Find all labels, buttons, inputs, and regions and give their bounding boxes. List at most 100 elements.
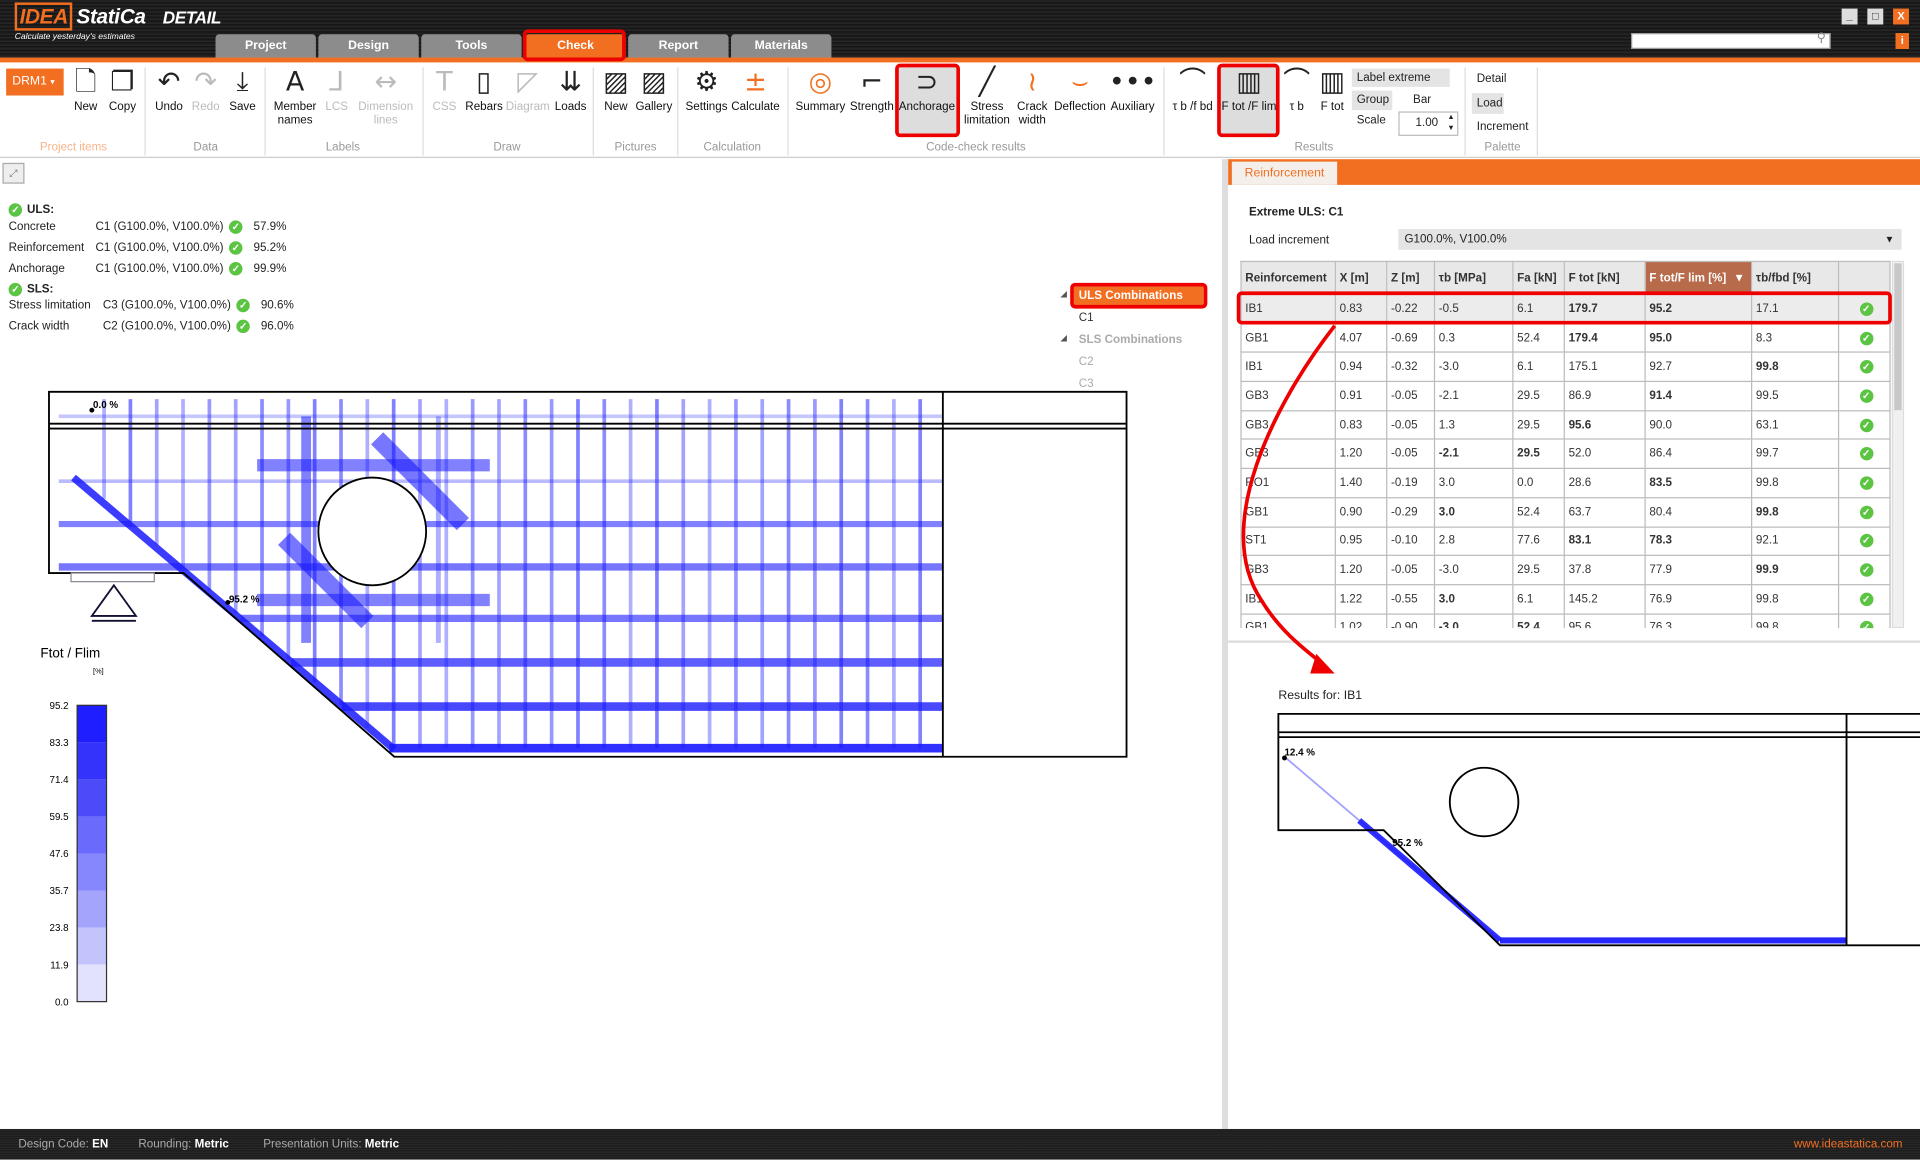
column-header[interactable]: Z [m] <box>1386 260 1436 296</box>
maximize-button[interactable]: □ <box>1867 8 1884 25</box>
group-label: Results <box>1294 140 1334 155</box>
deflection-button[interactable]: ⌣ Deflection <box>1051 66 1110 137</box>
table-scrollbar[interactable] <box>1891 260 1905 629</box>
copy-button[interactable]: ❐ Copy <box>108 66 137 137</box>
panel-divider[interactable] <box>1228 640 1920 643</box>
pane-splitter[interactable] <box>1222 159 1229 1129</box>
load-increment-select[interactable]: G100.0%, V100.0% ▼ <box>1398 228 1902 250</box>
calculate-button[interactable]: ± Calculate <box>731 66 780 137</box>
table-cell: 1.02 <box>1334 612 1388 629</box>
column-header[interactable]: Reinforcement <box>1240 260 1336 296</box>
close-button[interactable]: X <box>1893 8 1909 25</box>
gear-icon: ⚙ <box>694 67 719 98</box>
tab-design[interactable]: Design <box>318 34 419 58</box>
crack-width-button[interactable]: ≀ Crack width <box>1014 66 1051 137</box>
website-link[interactable]: www.ideastatica.com <box>1793 1137 1903 1152</box>
palette-load[interactable]: Load <box>1471 93 1504 114</box>
palette-increment[interactable]: Increment <box>1476 120 1529 134</box>
button-label: Stress limitation <box>963 100 1010 128</box>
column-header[interactable]: τb [MPa] <box>1433 260 1514 296</box>
column-header[interactable]: F tot [kN] <box>1563 260 1646 296</box>
table-row[interactable]: IB1 0.94 -0.32 -3.0 6.1 175.1 92.7 99.8 ✓ <box>1240 351 1891 383</box>
settings-button[interactable]: ⚙ Settings <box>684 66 728 137</box>
anchorage-button[interactable]: ⊃ Anchorage <box>897 66 957 138</box>
column-header[interactable] <box>1837 260 1891 296</box>
member-names-button[interactable]: A Member names <box>272 66 319 137</box>
new-button[interactable]: 🗋 New <box>71 66 100 137</box>
palette-detail[interactable]: Detail <box>1476 72 1507 86</box>
ftot-flim-button[interactable]: ▥ F tot /F lim <box>1220 66 1278 138</box>
table-cell: 29.5 <box>1512 409 1565 441</box>
table-row[interactable]: GB1 4.07 -0.69 0.3 52.4 179.4 95.0 8.3 ✓ <box>1240 322 1891 354</box>
column-header[interactable]: X [m] <box>1334 260 1388 296</box>
auxiliary-button[interactable]: ••• Auxiliary <box>1108 66 1157 137</box>
table-cell: -0.69 <box>1386 322 1436 354</box>
sort-desc-icon[interactable]: ▼ <box>1733 271 1745 285</box>
table-row[interactable]: IB1 0.83 -0.22 -0.5 6.1 179.7 95.2 17.1 ✓ <box>1240 293 1891 325</box>
summary-check-name: Stress limitation <box>8 298 91 313</box>
sls-combinations[interactable]: SLS Combinations <box>1078 333 1183 347</box>
column-header[interactable]: Fa [kN] <box>1512 260 1565 296</box>
table-row[interactable]: GB1 1.02 -0.90 -3.0 52.4 95.6 76.3 99.8 ✓ <box>1240 612 1891 629</box>
table-row[interactable]: IB1 1.22 -0.55 3.0 6.1 145.2 76.9 99.8 ✓ <box>1240 583 1891 615</box>
redo-button[interactable]: ↷ Redo <box>190 66 222 137</box>
summary-button[interactable]: ◎ Summary <box>792 66 848 137</box>
column-header[interactable]: F tot/F lim [%] ▼ <box>1644 260 1753 296</box>
diagram-button[interactable]: ◸ Diagram <box>506 66 550 137</box>
spinner-arrows-icon[interactable]: ▲ ▼ <box>1447 113 1455 133</box>
tab-project[interactable]: Project <box>215 34 316 58</box>
table-row[interactable]: GB3 1.20 -0.05 -3.0 29.5 37.8 77.9 99.9 ✓ <box>1240 554 1891 586</box>
strength-button[interactable]: ⌐ Strength <box>849 66 896 137</box>
table-row[interactable]: ST1 0.95 -0.10 2.8 77.6 83.1 78.3 92.1 ✓ <box>1240 525 1891 557</box>
fit-view-icon[interactable]: ⤢ <box>2 162 25 184</box>
gallery-button[interactable]: ▨ Gallery <box>633 66 675 137</box>
new-picture-icon: ▨ <box>603 67 629 98</box>
scale-spinner[interactable]: 1.00 ▲ ▼ <box>1398 111 1459 136</box>
loads-button[interactable]: ⇊ Loads <box>552 66 589 137</box>
table-row[interactable]: GB3 1.20 -0.05 -2.1 29.5 52.0 86.4 99.7 ✓ <box>1240 438 1891 470</box>
tab-materials[interactable]: Materials <box>731 34 832 58</box>
table-cell: 0.94 <box>1334 351 1388 383</box>
tab-report[interactable]: Report <box>628 34 729 58</box>
scrollbar-thumb[interactable] <box>1894 263 1902 411</box>
combination-c2[interactable]: C2 <box>1078 355 1094 369</box>
column-header[interactable]: τb/fbd [%] <box>1751 260 1840 296</box>
check-ok-icon: ✓ <box>228 220 243 234</box>
tb-button[interactable]: ⌒ τ b <box>1281 66 1313 137</box>
group-toggle[interactable]: Group <box>1351 90 1393 111</box>
table-row[interactable]: GB3 0.91 -0.05 -2.1 29.5 86.9 91.4 99.5 ✓ <box>1240 380 1891 412</box>
label-extreme-toggle[interactable]: Label extreme <box>1351 68 1450 87</box>
minimize-button[interactable]: _ <box>1841 8 1858 25</box>
info-button[interactable]: i <box>1895 33 1909 49</box>
table-row[interactable]: RO1 1.40 -0.19 3.0 0.0 28.6 83.5 99.8 ✓ <box>1240 467 1891 499</box>
table-cell: 63.7 <box>1563 496 1646 528</box>
table-cell: GB3 <box>1240 380 1336 412</box>
stress-limitation-button[interactable]: ╱ Stress limitation <box>962 66 1011 137</box>
undo-button[interactable]: ↶ Undo <box>152 66 186 137</box>
dimension-lines-button[interactable]: ↔ Dimension lines <box>356 66 415 137</box>
project-item-dropdown[interactable]: DRM1 ▾ <box>6 68 64 96</box>
button-label: Anchorage <box>898 100 956 114</box>
combination-c1[interactable]: C1 <box>1078 311 1094 325</box>
bar-toggle[interactable]: Bar <box>1413 93 1432 107</box>
check-ok-icon: ✓ <box>1859 592 1873 606</box>
uls-combinations[interactable]: ULS Combinations <box>1078 288 1183 303</box>
tab-tools[interactable]: Tools <box>421 34 522 58</box>
combination-c3[interactable]: C3 <box>1078 377 1094 391</box>
tb-fbd-button[interactable]: ⌒ τ b /f bd <box>1167 66 1218 137</box>
css-button[interactable]: T CSS <box>431 66 458 137</box>
picture-new-button[interactable]: ▨ New <box>600 66 632 137</box>
ftot-button[interactable]: ▥ F tot <box>1315 66 1349 137</box>
table-cell: 63.1 <box>1751 409 1840 441</box>
table-row[interactable]: GB1 0.90 -0.29 3.0 52.4 63.7 80.4 99.8 ✓ <box>1240 496 1891 528</box>
save-button[interactable]: ⤓ Save <box>228 66 257 137</box>
expand-arrow-icon[interactable]: ◢ <box>1060 334 1068 343</box>
table-row[interactable]: GB3 0.83 -0.05 1.3 29.5 95.6 90.0 63.1 ✓ <box>1240 409 1891 441</box>
expand-arrow-icon[interactable]: ◢ <box>1060 290 1068 299</box>
tab-reinforcement[interactable]: Reinforcement <box>1231 161 1338 185</box>
tab-check[interactable]: Check <box>525 34 626 58</box>
rebars-button[interactable]: ▯ Rebars <box>465 66 503 137</box>
check-ok-icon: ✓ <box>1859 563 1873 577</box>
lcs-button[interactable]: ⅃ LCS <box>323 66 350 137</box>
search-input[interactable]: ⚲ <box>1631 32 1831 49</box>
